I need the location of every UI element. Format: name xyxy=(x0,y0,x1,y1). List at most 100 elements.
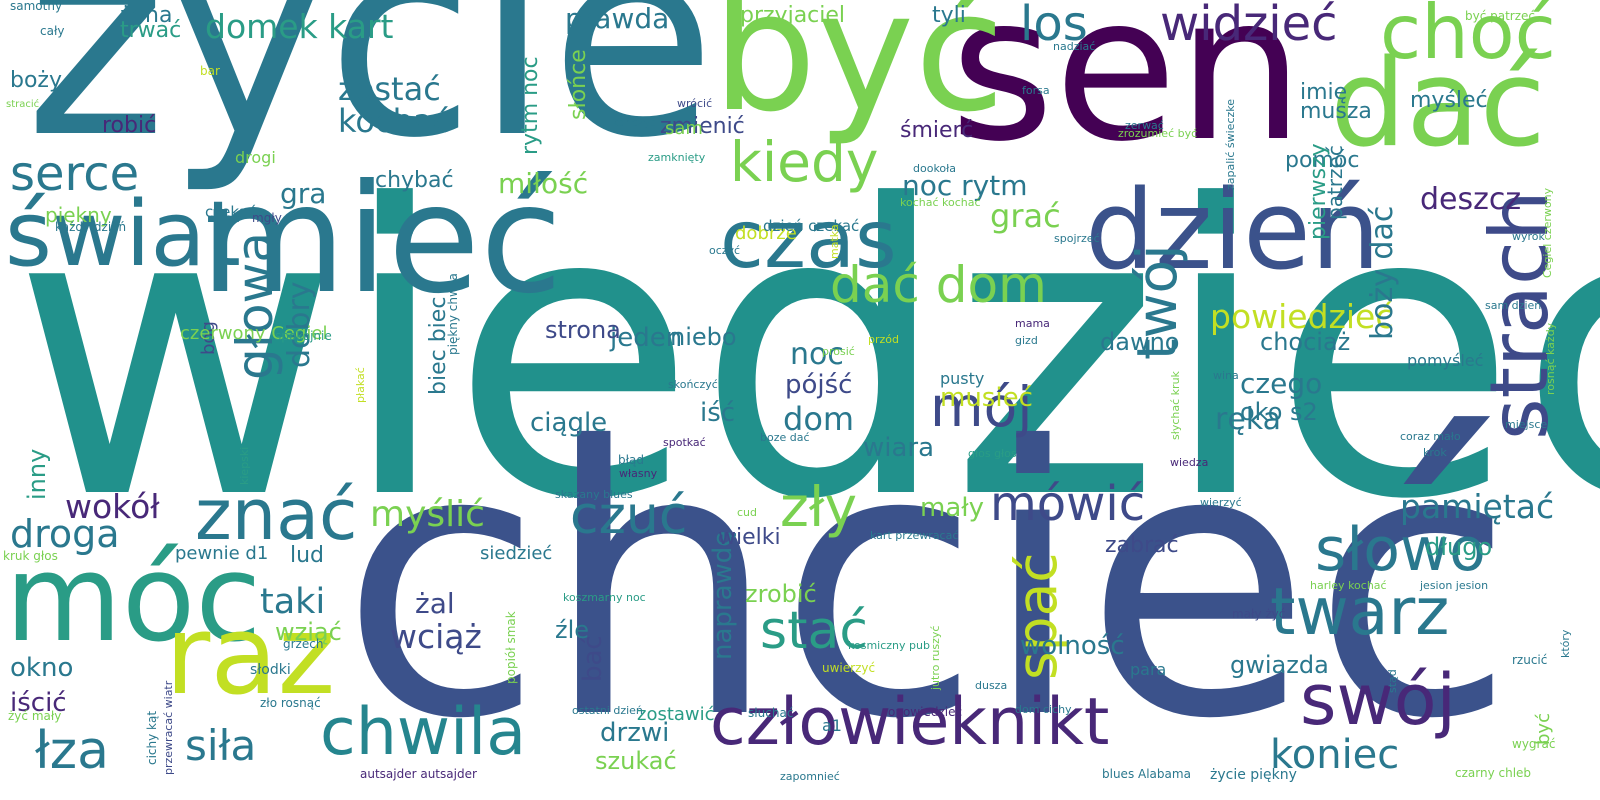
word-slonce: słońce xyxy=(566,49,591,120)
word-zyc-maly: żyć mały xyxy=(8,709,62,723)
word-koszmarny-noc: koszmarny noc xyxy=(563,591,646,604)
word-chociaz: chociaż xyxy=(1260,328,1351,356)
word-taki: taki xyxy=(260,582,326,622)
word-grzech: grzech xyxy=(283,637,324,651)
word-widziec: widzieć xyxy=(1160,0,1338,52)
word-rzucic: rzucić xyxy=(1512,653,1548,667)
word-okno: okno xyxy=(10,653,74,683)
word-matka: matka xyxy=(828,224,841,259)
word-pojsc: pójść xyxy=(785,370,853,400)
word-zapomniec: zapomnieć xyxy=(780,770,840,783)
word-stac: stać xyxy=(760,601,868,661)
word-wciaz: wciąż xyxy=(390,617,482,656)
word-sluchac: słuchać xyxy=(748,706,794,720)
word-bozy: boży xyxy=(10,68,62,93)
word-rosnac-kazdy: rosnąć każdy xyxy=(1544,322,1557,395)
word-kazdy-dzien: każdy dzień xyxy=(55,220,127,234)
word-pomyslec: pomyśleć xyxy=(1407,351,1484,370)
word-twarz: twarz xyxy=(1270,575,1450,650)
word-gwiazda: gwiazda xyxy=(1230,651,1329,679)
word-maly-zyc: mały żyć xyxy=(1232,607,1286,621)
word-isc: iść xyxy=(700,398,736,428)
word-sila: siła xyxy=(185,721,257,770)
word-piekny: piękny xyxy=(45,203,112,227)
word-dzien-czekac: dzień czekać xyxy=(763,217,860,235)
word-stad: stąd xyxy=(1386,669,1399,693)
word-coraz-malo: coraz mało xyxy=(1400,430,1461,443)
word-maly: mały xyxy=(920,493,985,523)
word-smierc: śmierć xyxy=(900,118,974,143)
word-zona: żona xyxy=(120,3,173,28)
word-wina: wina xyxy=(1213,369,1239,382)
word-strona: strona xyxy=(545,316,621,344)
word-bar: bar xyxy=(200,64,220,78)
word-mama: mama xyxy=(1015,317,1050,330)
word-rytm-noc: rytm noc xyxy=(518,56,543,155)
word-oko-s2: oko s2 xyxy=(1240,398,1318,426)
word-chwila: chwila xyxy=(320,695,527,770)
word-serce: serce xyxy=(10,146,140,202)
word-dom: dom xyxy=(783,400,855,438)
word-noc: noc xyxy=(790,337,844,372)
word-boze-dac: boze dać xyxy=(760,431,810,444)
word-kochac: kochać xyxy=(338,102,451,140)
word-zapalic-swieczke: zapalić świeczke xyxy=(1224,98,1237,190)
word-byc-patrzec: być patrzeć xyxy=(1465,9,1536,23)
word-kiepski: kiepski xyxy=(238,446,251,485)
word-zabrac: zabrać xyxy=(1105,533,1179,558)
word-zycie-piekny: życie piękny xyxy=(1210,767,1297,783)
word-forsa: forsa xyxy=(1022,84,1050,97)
word-krok: krok xyxy=(1423,446,1447,459)
word-mowic: mówić xyxy=(990,476,1146,532)
word-wokol: wokół xyxy=(65,487,160,526)
word-musiec: musieć xyxy=(940,383,1033,413)
word-powiedziec: powiedzieć xyxy=(1210,297,1394,336)
word-zle: źle xyxy=(555,616,590,644)
word-przewracac-wiatr: przewracać wiatr xyxy=(162,680,175,775)
word-zerwac: zerwać xyxy=(1125,119,1164,132)
word-pamietac: pamiętać xyxy=(1400,487,1555,526)
word-caly: cały xyxy=(40,24,65,38)
word-blad: błąd xyxy=(618,453,644,467)
word-kart-przewracac: kart przewracać xyxy=(870,529,959,542)
word-czekac: czekać xyxy=(205,203,257,221)
word-pierwszy: pierwszy xyxy=(1306,143,1331,240)
word-wygrac: wygrać xyxy=(1512,737,1556,751)
word-kosmiczny-pub: kosmiczny pub xyxy=(848,639,930,652)
word-grac: grać xyxy=(990,197,1061,235)
word-koniec: koniec xyxy=(1270,732,1400,778)
word-swoj: swój xyxy=(1300,659,1456,741)
word-domek-kart: domek kart xyxy=(205,7,394,46)
word-chybac: chybać xyxy=(375,168,454,193)
word-wyrok: wyrok xyxy=(1512,230,1545,243)
word-wierzyc: wierzyć xyxy=(1200,496,1242,509)
word-ostatni-dzien: ostatni dzień xyxy=(572,704,643,717)
word-skazany-blues: skazany blues xyxy=(555,488,633,501)
word-reka: ręka xyxy=(1215,402,1282,437)
word-jeden: jeden xyxy=(610,323,683,353)
word-ktory: który xyxy=(1559,629,1572,658)
word-raz: raz xyxy=(165,591,336,719)
word-dac: dać xyxy=(1330,35,1546,174)
word-choc: choć xyxy=(1380,0,1556,76)
word-miejsce: miejsce xyxy=(1505,418,1548,431)
word-robic: robić xyxy=(102,113,157,138)
word-uwierzyc: uwierzyć xyxy=(822,661,876,675)
word-los: los xyxy=(1020,0,1088,52)
word-jutro-ruszyc: jutro ruszyć xyxy=(929,625,942,690)
word-tyli: tyli xyxy=(932,3,966,28)
word-wielki: wielki xyxy=(718,525,781,550)
word-slodki: słodki xyxy=(250,662,291,678)
word-cichy-kat: cichy kąt xyxy=(145,710,159,765)
word-drzwi: drzwi xyxy=(600,718,670,748)
word-wiedziec: wiedzieć xyxy=(12,122,1600,587)
word-gra: gra xyxy=(280,177,327,210)
word-para: para xyxy=(1130,660,1167,679)
word-swiat: świat xyxy=(5,182,241,287)
word-zlo-rosnac: zło rosnąć xyxy=(260,696,321,710)
word-noc-rytm: noc rytm xyxy=(902,169,1028,202)
word-sam: sam xyxy=(665,118,703,139)
word-spotkac: spotkać xyxy=(663,436,706,449)
word-spokojnie: spokojnie xyxy=(275,329,332,343)
word-a1: a1 xyxy=(822,716,842,735)
